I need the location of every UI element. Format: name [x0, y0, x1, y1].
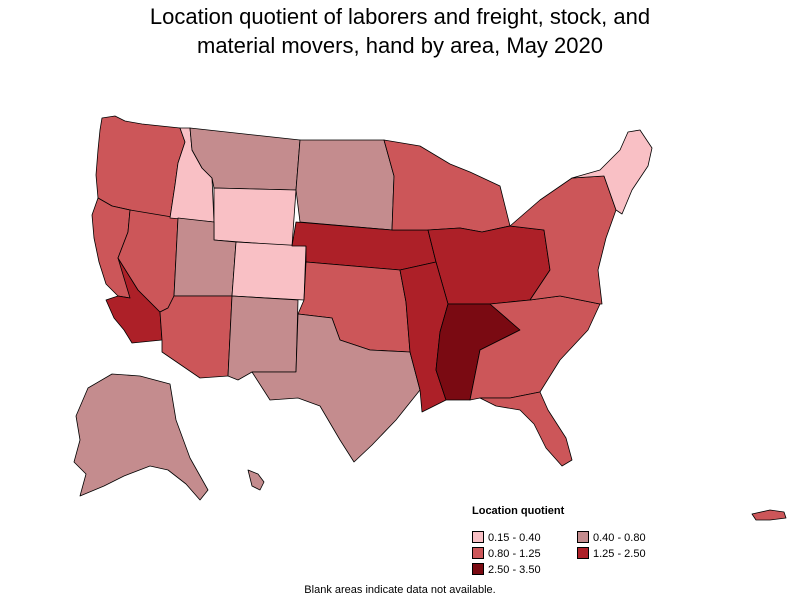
region-florida: [479, 391, 573, 467]
legend-title: Location quotient: [472, 505, 565, 517]
map-title: Location quotient of laborers and freigh…: [0, 2, 800, 60]
region-texas: [251, 313, 421, 463]
legend-label-1: 0.15 - 0.40: [488, 532, 541, 544]
legend-item-2: 0.40 - 0.80: [577, 531, 646, 544]
region-new-england: [571, 129, 653, 215]
region-new-mexico: [227, 295, 299, 381]
map-title-line-2: material movers, hand by area, May 2020: [197, 33, 603, 58]
legend-label-4: 1.25 - 2.50: [593, 548, 646, 560]
legend-item-5: 2.50 - 3.50: [472, 563, 541, 576]
region-alaska: [73, 373, 209, 501]
footnote: Blank areas indicate data not available.: [304, 584, 496, 596]
legend-label-5: 2.50 - 3.50: [488, 564, 541, 576]
legend: Location quotient 0.15 - 0.40 0.40 - 0.8…: [472, 505, 732, 576]
region-puerto-rico: [751, 509, 787, 521]
region-arizona: [159, 295, 233, 379]
legend-swatch-4: [577, 547, 589, 559]
region-upper-midwest: [383, 139, 511, 233]
region-colorado: [231, 241, 307, 301]
region-dakotas: [295, 139, 395, 231]
legend-swatch-1: [472, 531, 484, 543]
legend-label-2: 0.40 - 0.80: [593, 532, 646, 544]
legend-item-1: 0.15 - 0.40: [472, 531, 541, 544]
legend-swatch-5: [472, 563, 484, 575]
region-pacific-northwest: [95, 115, 186, 219]
region-ohio-valley: [427, 225, 551, 305]
region-hawaii: [247, 469, 265, 491]
legend-item-4: 1.25 - 2.50: [577, 547, 646, 560]
legend-item-3: 0.80 - 1.25: [472, 547, 541, 560]
region-wyoming: [213, 187, 297, 247]
map-title-line-1: Location quotient of laborers and freigh…: [149, 4, 651, 29]
legend-swatch-3: [472, 547, 484, 559]
legend-swatch-2: [577, 531, 589, 543]
legend-label-3: 0.80 - 1.25: [488, 548, 541, 560]
